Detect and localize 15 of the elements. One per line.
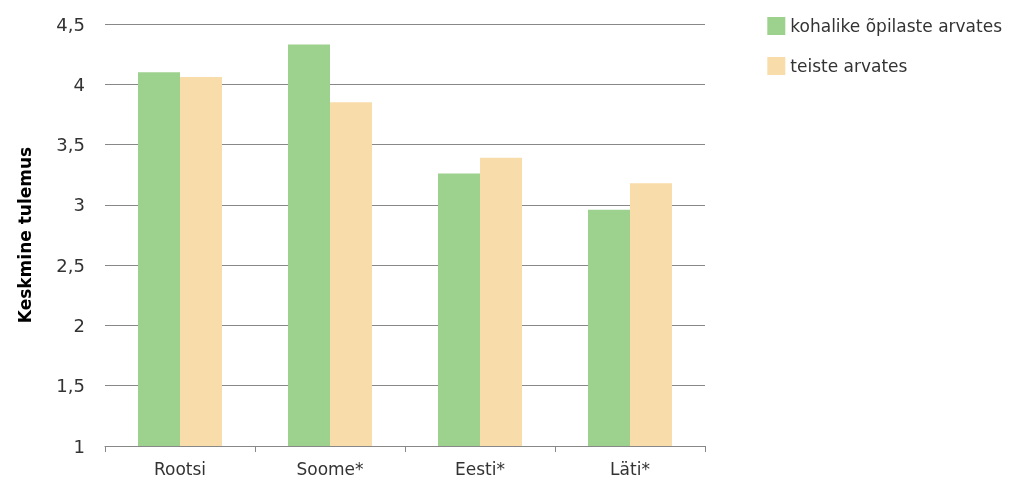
y-tick-label: 2 bbox=[73, 314, 85, 336]
y-axis-title: Keskmine tulemus bbox=[14, 146, 35, 324]
y-tick-label: 3,5 bbox=[56, 134, 85, 156]
legend-label: teiste arvates bbox=[790, 56, 908, 76]
x-tick-label: Läti* bbox=[610, 458, 650, 479]
y-tick-label: 4 bbox=[73, 73, 85, 95]
y-tick-label: 1 bbox=[73, 435, 85, 457]
x-tick-label: Eesti* bbox=[455, 458, 505, 479]
y-tick-label: 2,5 bbox=[56, 254, 85, 276]
x-tick-label: Rootsi bbox=[153, 458, 207, 479]
y-tick-label: 3 bbox=[73, 194, 85, 216]
x-tick-label: Soome* bbox=[296, 458, 364, 479]
y-tick-label: 1,5 bbox=[56, 375, 85, 397]
y-tick-label: 4,5 bbox=[56, 13, 85, 35]
legend-label: kohalike õpilaste arvates bbox=[790, 16, 1003, 36]
